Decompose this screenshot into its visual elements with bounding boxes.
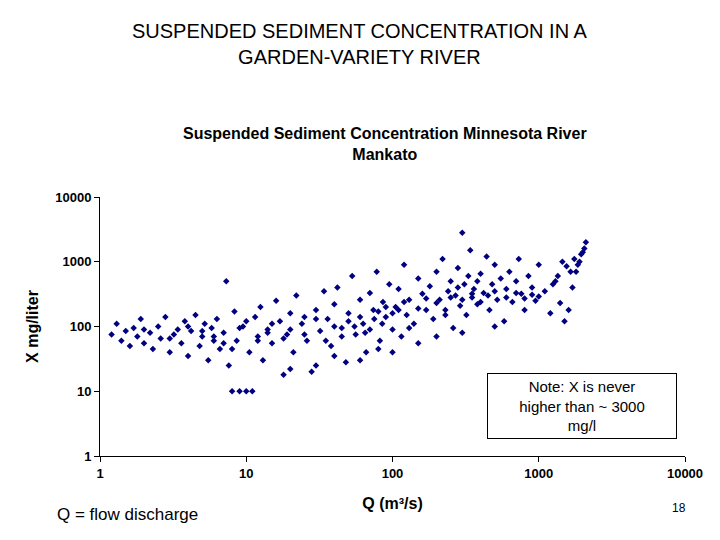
svg-text:10000: 10000: [667, 466, 703, 481]
svg-text:Note: X is neverhigher than ~: Note: X is neverhigher than ~ 3000mg/l: [519, 378, 645, 434]
svg-text:Q (m³/s): Q (m³/s): [362, 495, 422, 512]
svg-text:X mg/liter: X mg/liter: [24, 290, 41, 363]
svg-text:1: 1: [96, 466, 103, 481]
svg-text:SUSPENDED SEDIMENT CONCENTRATI: SUSPENDED SEDIMENT CONCENTRATION IN AGAR…: [132, 20, 588, 68]
svg-text:1000: 1000: [62, 254, 91, 269]
svg-text:1: 1: [84, 449, 91, 464]
svg-text:Suspended Sediment Concentrati: Suspended Sediment Concentration Minneso…: [183, 125, 587, 163]
svg-text:18: 18: [672, 501, 686, 515]
svg-text:100: 100: [382, 466, 404, 481]
svg-text:Q = flow discharge: Q = flow discharge: [57, 505, 198, 524]
svg-text:10: 10: [239, 466, 253, 481]
svg-text:100: 100: [70, 319, 92, 334]
svg-text:10000: 10000: [55, 190, 91, 205]
svg-text:1000: 1000: [524, 466, 553, 481]
svg-text:10: 10: [77, 384, 91, 399]
